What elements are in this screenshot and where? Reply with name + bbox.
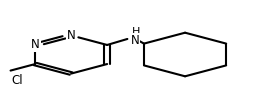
Text: H: H bbox=[132, 27, 140, 37]
Text: N: N bbox=[31, 38, 40, 51]
Text: N: N bbox=[131, 34, 140, 47]
Text: Cl: Cl bbox=[12, 74, 23, 87]
Text: N: N bbox=[67, 29, 75, 42]
